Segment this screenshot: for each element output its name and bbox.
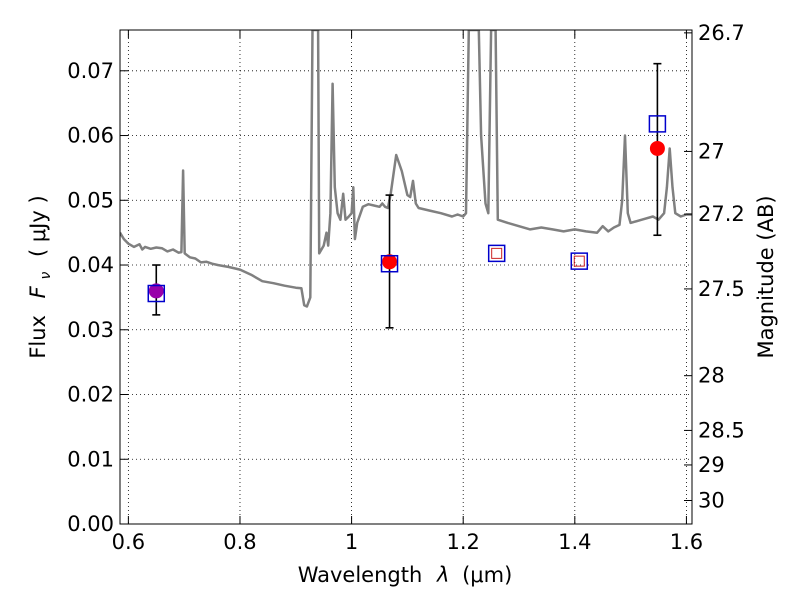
y-axis-label-sub: ν: [38, 272, 54, 280]
mag-tick-label: 27.2: [698, 202, 745, 226]
y-axis-label-symbol: F: [26, 285, 50, 298]
y-tick-label: 0.05: [67, 188, 114, 212]
spectrum-line: [120, 30, 692, 308]
model-point: [648, 115, 667, 133]
y-axis-label-unit: ( μJy ): [26, 195, 50, 257]
plot-data: [120, 30, 692, 329]
mag-tick-label: 29: [698, 453, 725, 477]
y-tick-label: 0.04: [67, 253, 114, 277]
observed-point: [649, 140, 665, 156]
y-tick-label: 0.00: [67, 512, 114, 536]
plot-frame: [119, 29, 693, 525]
y-tick-label: 0.03: [67, 318, 114, 342]
model-point: [380, 254, 399, 273]
y-tick-label: 0.01: [67, 447, 114, 471]
x-tick-label: 0.6: [112, 530, 145, 554]
x-tick-label: 1: [345, 530, 358, 554]
mag-tick-label: 27.5: [698, 277, 745, 301]
observed-point: [382, 254, 398, 270]
x-tick-label: 1.2: [446, 530, 479, 554]
x-tick-label: 1.4: [558, 530, 591, 554]
y-tick-label: 0.07: [67, 59, 114, 83]
x-axis-label-unit: (μm): [462, 563, 512, 587]
y-axis-label-prefix: Flux: [26, 315, 50, 359]
x-axis-label: Wavelength λ (μm): [298, 563, 513, 587]
axes: 0.6 0.8 1 1.2 1.4 1.6 0.00 0.01 0.02 0.03 0.04 0.05…: [67, 21, 745, 554]
model-point: [487, 244, 506, 263]
mag-tick-label: 30: [698, 488, 725, 512]
x-axis-label-prefix: Wavelength: [298, 563, 423, 587]
x-axis-label-symbol: λ: [436, 563, 449, 587]
inner-point: [573, 255, 585, 267]
grid-lines: [120, 30, 692, 524]
y-tick-label: 0.02: [67, 383, 114, 407]
mag-tick-label: 28.5: [698, 418, 745, 442]
mag-tick-label: 27: [698, 139, 725, 163]
right-axis-label: Magnitude (AB): [754, 195, 778, 358]
model-point: [570, 252, 589, 270]
model-point: [147, 284, 166, 303]
inner-point: [491, 247, 503, 259]
y-tick-label: 0.06: [67, 124, 114, 148]
x-tick-label: 1.6: [670, 530, 703, 554]
y-axis-label: Flux F ν ( μJy ): [26, 195, 55, 358]
observed-point: [148, 283, 164, 299]
x-tick-label: 0.8: [223, 530, 256, 554]
mag-tick-label: 28: [698, 364, 725, 388]
mag-tick-label: 26.7: [698, 21, 745, 45]
